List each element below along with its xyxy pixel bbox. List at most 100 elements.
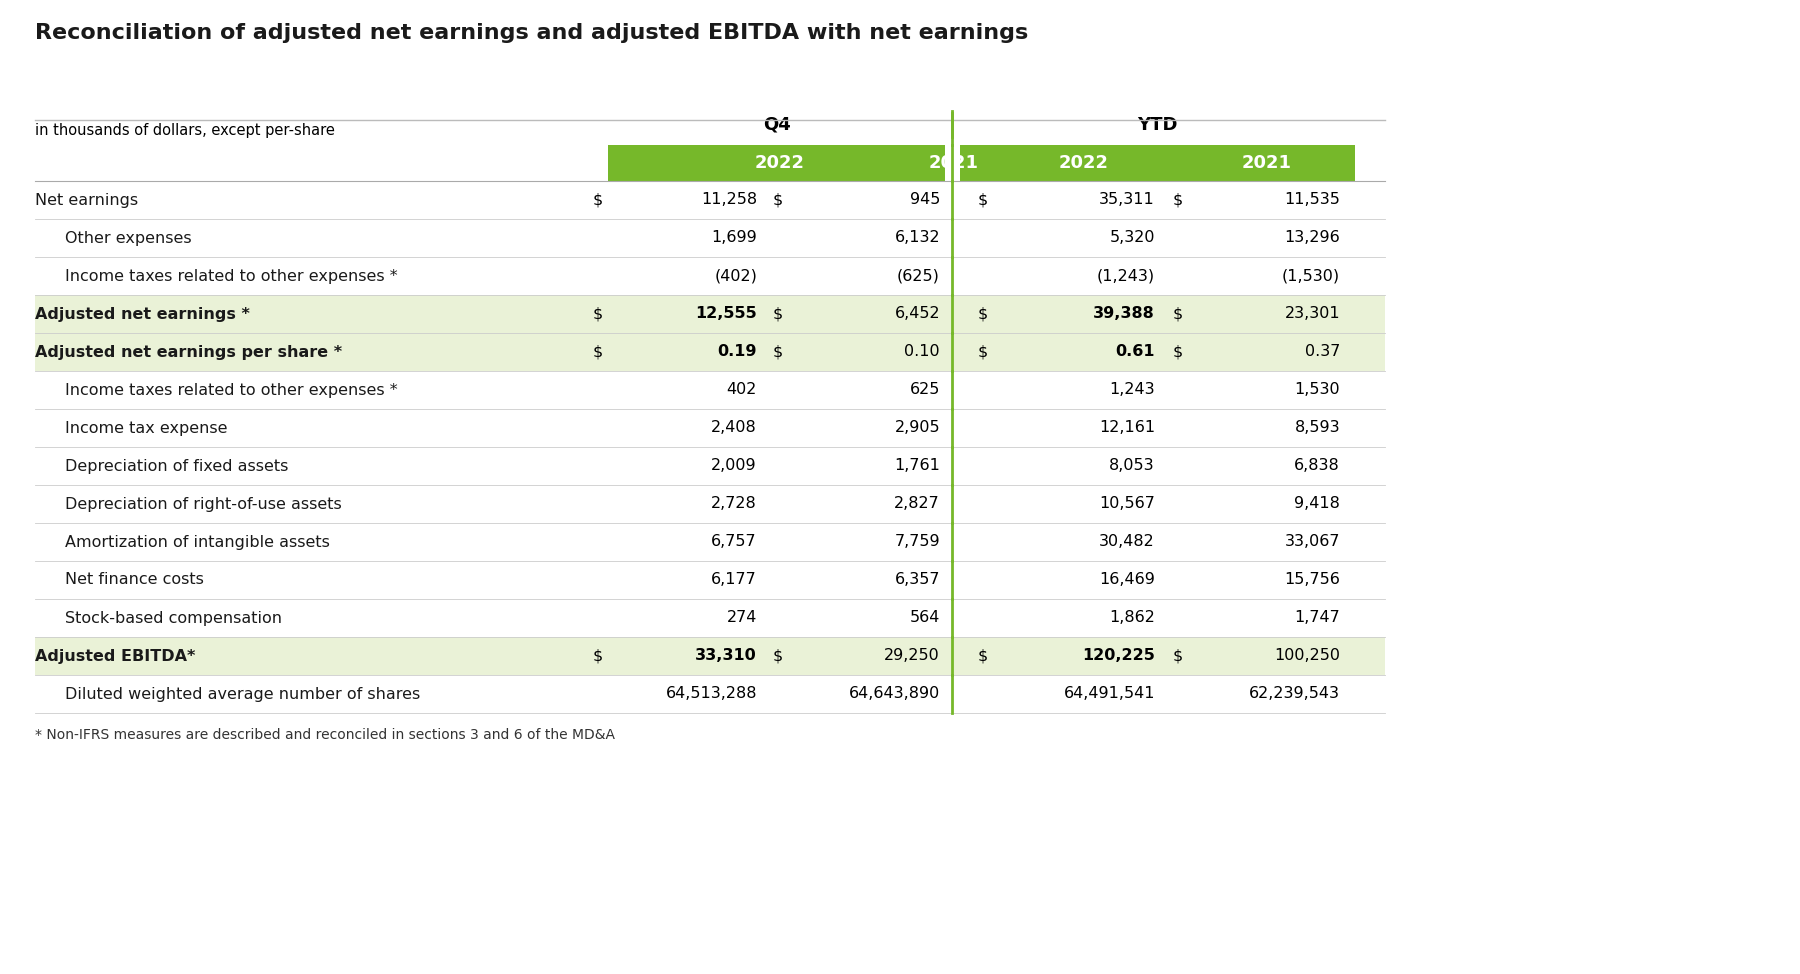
- Text: 6,357: 6,357: [895, 573, 940, 587]
- Bar: [34, 561, 1384, 599]
- Text: $: $: [977, 193, 988, 207]
- Bar: [34, 219, 1384, 257]
- Text: 0.19: 0.19: [718, 345, 758, 359]
- Text: in thousands of dollars, except per-share: in thousands of dollars, except per-shar…: [34, 123, 335, 137]
- Text: $: $: [1174, 345, 1183, 359]
- Text: 30,482: 30,482: [1100, 535, 1156, 549]
- Bar: [34, 675, 1384, 713]
- Bar: [34, 599, 1384, 637]
- Text: $: $: [772, 307, 783, 321]
- Bar: [34, 523, 1384, 561]
- Text: 1,530: 1,530: [1294, 383, 1339, 397]
- Text: 6,177: 6,177: [711, 573, 758, 587]
- Bar: [34, 485, 1384, 523]
- Text: 120,225: 120,225: [1082, 649, 1156, 663]
- Text: 13,296: 13,296: [1283, 231, 1339, 245]
- Bar: [34, 371, 1384, 409]
- Bar: [34, 637, 1384, 675]
- Text: Income tax expense: Income tax expense: [65, 421, 227, 435]
- Text: 1,747: 1,747: [1294, 611, 1339, 625]
- Text: Depreciation of right-of-use assets: Depreciation of right-of-use assets: [65, 497, 342, 511]
- Text: 23,301: 23,301: [1285, 307, 1339, 321]
- Text: 0.37: 0.37: [1305, 345, 1339, 359]
- Text: 0.10: 0.10: [904, 345, 940, 359]
- Text: Adjusted net earnings per share *: Adjusted net earnings per share *: [34, 345, 342, 359]
- Text: 64,513,288: 64,513,288: [666, 687, 758, 701]
- Text: 2021: 2021: [929, 154, 979, 172]
- Bar: [34, 295, 1384, 333]
- Text: Diluted weighted average number of shares: Diluted weighted average number of share…: [65, 687, 419, 701]
- Text: $: $: [772, 193, 783, 207]
- Text: 2022: 2022: [1058, 154, 1109, 172]
- Text: 11,535: 11,535: [1283, 193, 1339, 207]
- Text: 8,053: 8,053: [1109, 459, 1156, 473]
- Text: Net earnings: Net earnings: [34, 193, 139, 207]
- Text: 625: 625: [909, 383, 940, 397]
- Text: 15,756: 15,756: [1283, 573, 1339, 587]
- Text: * Non-IFRS measures are described and reconciled in sections 3 and 6 of the MD&A: * Non-IFRS measures are described and re…: [34, 728, 616, 742]
- Text: 10,567: 10,567: [1100, 497, 1156, 511]
- Text: $: $: [592, 649, 603, 663]
- Text: Stock-based compensation: Stock-based compensation: [65, 611, 283, 625]
- Text: $: $: [592, 193, 603, 207]
- Text: 0.61: 0.61: [1116, 345, 1156, 359]
- Text: 33,310: 33,310: [695, 649, 758, 663]
- Text: 6,838: 6,838: [1294, 459, 1339, 473]
- Text: 8,593: 8,593: [1294, 421, 1339, 435]
- Text: (402): (402): [715, 269, 758, 283]
- Text: Q4: Q4: [763, 116, 790, 134]
- Text: 6,757: 6,757: [711, 535, 758, 549]
- Text: Income taxes related to other expenses *: Income taxes related to other expenses *: [65, 383, 398, 397]
- Text: 274: 274: [727, 611, 758, 625]
- Text: 402: 402: [727, 383, 758, 397]
- Text: 2021: 2021: [1242, 154, 1291, 172]
- Text: 7,759: 7,759: [895, 535, 940, 549]
- Bar: [34, 409, 1384, 447]
- Text: 39,388: 39,388: [1093, 307, 1156, 321]
- Text: 9,418: 9,418: [1294, 497, 1339, 511]
- Bar: [34, 181, 1384, 219]
- Bar: [608, 145, 945, 181]
- Text: 2,905: 2,905: [895, 421, 940, 435]
- Text: 33,067: 33,067: [1285, 535, 1339, 549]
- Text: 12,555: 12,555: [695, 307, 758, 321]
- Text: $: $: [1174, 649, 1183, 663]
- Text: 1,761: 1,761: [895, 459, 940, 473]
- Text: 2022: 2022: [754, 154, 805, 172]
- Text: Depreciation of fixed assets: Depreciation of fixed assets: [65, 459, 288, 473]
- Text: Adjusted net earnings *: Adjusted net earnings *: [34, 307, 250, 321]
- Text: Net finance costs: Net finance costs: [65, 573, 203, 587]
- Text: 16,469: 16,469: [1100, 573, 1156, 587]
- Text: $: $: [1174, 307, 1183, 321]
- Text: 1,862: 1,862: [1109, 611, 1156, 625]
- Text: 564: 564: [909, 611, 940, 625]
- Text: (1,243): (1,243): [1096, 269, 1156, 283]
- Text: Other expenses: Other expenses: [65, 231, 191, 245]
- Text: 29,250: 29,250: [884, 649, 940, 663]
- Text: $: $: [592, 345, 603, 359]
- Text: $: $: [977, 307, 988, 321]
- Bar: [34, 333, 1384, 371]
- Text: Reconciliation of adjusted net earnings and adjusted EBITDA with net earnings: Reconciliation of adjusted net earnings …: [34, 23, 1028, 43]
- Text: $: $: [977, 649, 988, 663]
- Text: 2,009: 2,009: [711, 459, 758, 473]
- Text: 5,320: 5,320: [1109, 231, 1156, 245]
- Text: 100,250: 100,250: [1274, 649, 1339, 663]
- Text: 64,643,890: 64,643,890: [850, 687, 940, 701]
- Text: 64,491,541: 64,491,541: [1064, 687, 1156, 701]
- Text: 1,699: 1,699: [711, 231, 758, 245]
- Text: Income taxes related to other expenses *: Income taxes related to other expenses *: [65, 269, 398, 283]
- Text: 945: 945: [909, 193, 940, 207]
- Text: 62,239,543: 62,239,543: [1249, 687, 1339, 701]
- Text: 2,827: 2,827: [895, 497, 940, 511]
- Text: Amortization of intangible assets: Amortization of intangible assets: [65, 535, 329, 549]
- Text: 2,728: 2,728: [711, 497, 758, 511]
- Text: $: $: [772, 345, 783, 359]
- Text: 11,258: 11,258: [700, 193, 758, 207]
- Bar: [34, 447, 1384, 485]
- Text: 6,132: 6,132: [895, 231, 940, 245]
- Text: 12,161: 12,161: [1098, 421, 1156, 435]
- Text: 2,408: 2,408: [711, 421, 758, 435]
- Text: Adjusted EBITDA*: Adjusted EBITDA*: [34, 649, 196, 663]
- Text: 35,311: 35,311: [1100, 193, 1156, 207]
